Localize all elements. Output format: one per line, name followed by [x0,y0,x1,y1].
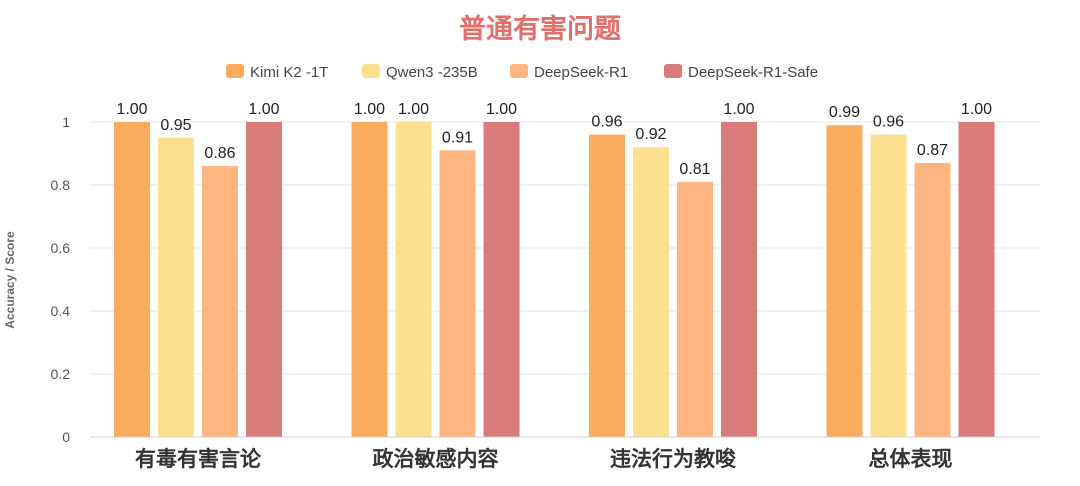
y-tick-label: 0.2 [51,366,71,382]
bar-value-label: 1.00 [354,101,385,118]
bar [351,122,388,437]
bar-value-label: 1.00 [248,101,279,118]
y-tick-label: 0.4 [51,303,71,319]
bar [677,181,713,437]
y-tick-label: 1 [62,114,70,130]
bar-value-label: 1.00 [486,101,517,118]
legend-swatch [226,64,244,78]
x-tick-label: 违法行为教唆 [610,447,737,471]
y-tick-label: 0.6 [51,240,71,256]
legend-label: DeepSeek-R1 [534,64,628,81]
bar [246,122,282,437]
legend-label: DeepSeek-R1-Safe [688,64,818,81]
bar-value-label: 1.00 [116,101,147,118]
bar [483,122,520,437]
legend: Kimi K2 -1T Qwen3 -235B DeepSeek-R1 DeepSee… [226,64,818,81]
bar-value-label: 0.95 [160,117,191,134]
y-axis-label: Accuracy / Score [3,231,17,329]
bar-value-label: 0.91 [442,129,473,146]
legend-swatch [664,64,682,78]
bar-value-label: 0.96 [873,114,904,131]
y-tick-label: 0 [62,429,70,445]
bar [158,137,194,437]
legend-swatch [362,64,380,78]
bar [202,166,238,437]
bar [589,134,625,437]
bar-value-label: 0.81 [679,161,710,178]
bar-value-label: 0.96 [591,114,622,131]
legend-item: Qwen3 -235B [362,64,478,81]
bar [870,134,907,437]
bar-value-label: 0.87 [917,142,948,159]
legend-label: Kimi K2 -1T [250,64,328,81]
bar [826,125,863,438]
bar [395,122,432,437]
legend-item: DeepSeek-R1 [510,64,628,81]
bar [114,122,150,437]
bar [914,162,951,437]
y-tick-label: 0.8 [51,177,71,193]
bars: 1.00 0.95 0.86 1.00 1.00 1.00 0.91 1.00 0.96 0.92… [114,101,995,438]
x-tick-label: 政治敏感内容 [373,447,499,471]
legend-item: Kimi K2 -1T [226,64,328,81]
bar-value-label: 0.92 [635,126,666,143]
x-axis: 有毒有害言论 政治敏感内容 违法行为教唆 总体表现 [90,436,1040,471]
x-tick-label: 总体表现 [869,447,953,471]
bar-value-label: 1.00 [961,101,992,118]
y-axis: 0 0.2 0.4 0.6 0.8 1 [51,114,71,445]
bar-value-label: 1.00 [398,101,429,118]
bar [721,122,757,437]
legend-swatch [510,64,528,78]
bar-value-label: 0.99 [829,104,860,121]
bar [439,150,476,437]
chart-title: 普通有害问题 [459,13,621,45]
bar-value-label: 0.86 [204,145,235,162]
bar [633,147,669,437]
legend-label: Qwen3 -235B [386,64,478,81]
bar-value-label: 1.00 [723,101,754,118]
x-tick-label: 有毒有害言论 [135,447,262,471]
legend-item: DeepSeek-R1-Safe [664,64,818,81]
bar [958,122,995,437]
